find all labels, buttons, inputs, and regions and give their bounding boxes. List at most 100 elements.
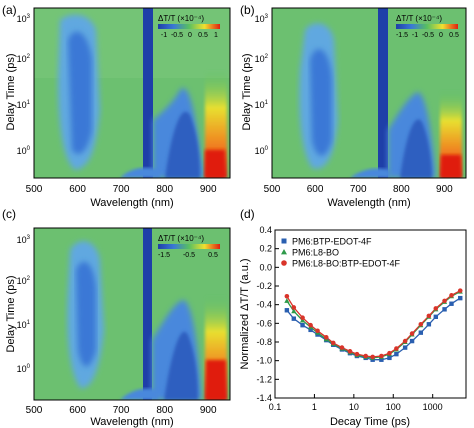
data-point: [315, 328, 320, 334]
y-tick-label: -1.0: [256, 356, 272, 366]
data-point: [284, 293, 290, 299]
data-point: [433, 306, 439, 311]
svg-text:103: 103: [255, 14, 269, 24]
svg-text:103: 103: [17, 14, 31, 24]
data-point: [426, 322, 432, 327]
y-tick-label: 103: [255, 14, 269, 24]
svg-text:102: 102: [17, 276, 31, 286]
panel-a-yaxis: Delay Time (ps) 100 101 102 103: [5, 14, 31, 156]
x-tick-label: 800: [156, 405, 173, 416]
svg-text:102: 102: [255, 54, 269, 64]
data-point: [339, 345, 345, 350]
y-tick-label: 101: [17, 320, 31, 330]
y-tick-label: 0.0: [259, 262, 272, 272]
x-tick-label: 10: [349, 402, 359, 412]
panel-d-points: [284, 288, 463, 362]
svg-text:101: 101: [255, 100, 269, 110]
x-axis-title: Decay Time (ps): [330, 416, 410, 428]
colorbar-a-title: ΔT/T (×10⁻⁴): [158, 14, 204, 23]
y-tick-label: 102: [255, 54, 269, 64]
panel-b-heatmap: [272, 8, 466, 178]
panel-d-yaxis: 0.4 0.2 0.0 -0.2 -0.4 -0.6 -0.8 -1.0 -1.2 -1.4: [256, 225, 279, 403]
x-tick-label: 700: [113, 184, 130, 195]
data-point: [449, 293, 454, 298]
x-axis-title: Wavelength (nm): [90, 197, 173, 209]
colorbar-b-tick: -1: [412, 32, 418, 39]
panel-d-label: (d): [240, 207, 255, 221]
x-tick-label: 500: [26, 405, 43, 416]
colorbar-c-tick: 0.5: [208, 252, 218, 259]
colorbar-b-title: ΔT/T (×10⁻⁴): [396, 14, 442, 23]
data-point: [402, 338, 408, 344]
data-point: [409, 338, 415, 344]
colorbar-b-tick: 0: [439, 32, 443, 39]
colorbar-a-tick: -1: [161, 32, 167, 39]
x-tick-label: 1: [312, 402, 317, 412]
data-point: [308, 322, 313, 328]
panel-b-xaxis: 500 600 700 800 900 Wavelength (nm): [264, 184, 454, 209]
colorbar-c-tick: -0.5: [183, 252, 195, 259]
legend-marker: [281, 249, 287, 255]
data-point: [387, 355, 392, 361]
data-point: [347, 349, 353, 354]
x-tick-label: 600: [69, 405, 86, 416]
data-point: [354, 351, 360, 357]
y-axis-title: Normalized ΔT/T (a.u.): [239, 258, 251, 369]
x-tick-label: 900: [436, 184, 453, 195]
data-point: [291, 305, 297, 310]
panel-c-label: (c): [2, 207, 16, 221]
colorbar-c-title: ΔT/T (×10⁻⁴): [158, 234, 204, 243]
data-point: [300, 315, 305, 321]
data-point: [394, 346, 399, 351]
panel-c-yaxis: Delay Time (ps) 100 101 102 103: [5, 235, 31, 374]
x-tick-label: 800: [393, 184, 410, 195]
y-tick-label: 100: [17, 146, 31, 156]
data-point: [409, 331, 415, 336]
data-point: [387, 350, 392, 356]
panel-c-heatmap: [34, 228, 230, 400]
data-point: [418, 321, 424, 327]
x-tick-label: 0.1: [269, 402, 282, 412]
data-point: [426, 313, 432, 319]
legend-label: PM6:L8-BO:BTP-EDOT-4F: [292, 259, 401, 269]
y-tick-label: 102: [17, 54, 31, 64]
panel-d: (d) 0.4 0.2 0.0 -0.2 -0.4 -0.6 -0.8 -1.0 -1.2 -1.…: [239, 207, 467, 428]
y-tick-label: -1.4: [256, 393, 272, 403]
y-tick-label: 100: [17, 364, 31, 374]
data-point: [457, 288, 463, 293]
data-point: [363, 353, 369, 359]
x-axis-title: Wavelength (nm): [327, 197, 410, 209]
y-tick-label: 101: [17, 100, 31, 110]
colorbar-b-tick: 0.5: [449, 32, 459, 39]
data-point: [433, 314, 439, 319]
svg-text:100: 100: [17, 146, 31, 156]
panel-d-plot-area: [274, 229, 467, 399]
y-axis-title: Delay Time (ps): [5, 53, 17, 130]
colorbar-c-tick: -1.5: [158, 252, 170, 259]
legend-label: PM6:L8-BO: [292, 248, 339, 258]
x-tick-label: 700: [113, 405, 130, 416]
panel-b-label: (b): [240, 3, 255, 17]
colorbar-a-tick: 1: [214, 32, 218, 39]
panel-c-xaxis: 500 600 700 800 900 Wavelength (nm): [26, 405, 217, 428]
x-tick-label: 600: [307, 184, 324, 195]
panel-c-colorbar: ΔT/T (×10⁻⁴) -1.5 -0.5 0.5: [158, 234, 220, 259]
panel-a-xaxis: 500 600 700 800 900 Wavelength (nm): [26, 184, 217, 209]
colorbar-c-scale: [158, 244, 220, 249]
x-tick-label: 700: [350, 184, 367, 195]
x-tick-label: 900: [200, 405, 217, 416]
data-point: [418, 330, 424, 335]
x-tick-label: 100: [386, 402, 401, 412]
svg-text:103: 103: [17, 235, 31, 245]
svg-text:102: 102: [17, 54, 31, 64]
data-point: [300, 323, 305, 328]
panel-a: (a) ΔT/T (×10⁻⁴) -1 -0.5 0 0.5 1 500 600: [2, 3, 231, 209]
data-point: [330, 340, 336, 346]
colorbar-b-tick: -0.5: [422, 32, 434, 39]
data-point: [442, 298, 447, 304]
y-tick-label: -0.4: [256, 300, 272, 310]
x-tick-label: 500: [26, 184, 43, 195]
x-axis-title: Wavelength (nm): [90, 416, 173, 428]
data-point: [284, 298, 290, 303]
